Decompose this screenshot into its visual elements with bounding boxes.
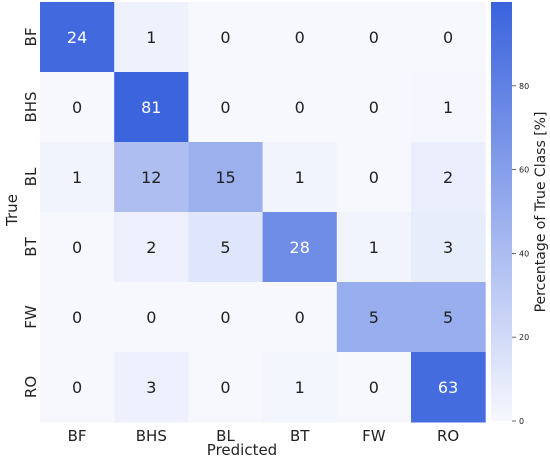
cell-value-label: 0 <box>443 28 453 47</box>
cell-value-label: 0 <box>295 28 305 47</box>
heatmap-cell <box>114 212 189 283</box>
cell-value-label: 1 <box>146 28 156 47</box>
cell-value-label: 1 <box>443 98 453 117</box>
heatmap-cell <box>262 282 338 353</box>
cell-value-label: 24 <box>67 28 87 47</box>
heatmap-cells: 24 1 0 0 0 0 0 81 0 0 0 1 1 12 15 1 0 2 0 2 5 28 1 3 0 0 0 0 5 5 0 3 0 1 0… <box>40 2 486 423</box>
cell-value-label: 3 <box>146 378 156 397</box>
cell-value-label: 3 <box>443 238 453 257</box>
cell-value-label: 1 <box>369 238 379 257</box>
cell-value-label: 5 <box>443 308 453 327</box>
x-tick-labels: BF BHS BL BT FW RO <box>68 427 460 445</box>
cell-value-label: 1 <box>295 168 305 187</box>
cell-value-label: 63 <box>438 378 458 397</box>
cell-value-label: 5 <box>369 308 379 327</box>
cell-value-label: 2 <box>443 168 453 187</box>
heatmap-cell <box>411 72 486 143</box>
y-axis-label: True <box>3 194 21 227</box>
colorbar-tick-label: 0 <box>519 417 524 426</box>
heatmap-cell <box>188 142 264 213</box>
cell-value-label: 0 <box>220 98 230 117</box>
heatmap-cell <box>188 72 264 143</box>
cell-value-label: 0 <box>369 378 379 397</box>
heatmap-cell <box>262 212 338 283</box>
x-tick-label: BL <box>216 427 235 445</box>
heatmap-cell <box>188 282 264 353</box>
heatmap-cell <box>411 282 486 353</box>
x-axis-label: Predicted <box>207 441 277 459</box>
cell-value-label: 0 <box>72 378 82 397</box>
y-tick-label: BF <box>22 28 40 47</box>
colorbar-tick-label: 80 <box>519 82 529 91</box>
heatmap-cell <box>411 352 486 423</box>
colorbar-tick-label: 60 <box>519 166 529 175</box>
x-tick-label: RO <box>437 427 459 445</box>
heatmap-cell <box>188 352 264 423</box>
heatmap-cell <box>188 212 264 283</box>
heatmap-cell <box>336 142 412 213</box>
heatmap-cell <box>40 142 115 213</box>
cell-value-label: 0 <box>295 308 305 327</box>
heatmap-cell <box>262 2 338 73</box>
cell-value-label: 15 <box>215 168 235 187</box>
heatmap-cell <box>336 2 412 73</box>
cell-value-label: 0 <box>369 28 379 47</box>
cell-value-label: 0 <box>369 98 379 117</box>
heatmap-cell <box>40 212 115 283</box>
cell-value-label: 12 <box>141 168 161 187</box>
heatmap-cell <box>411 2 486 73</box>
x-tick-label: BF <box>68 427 87 445</box>
heatmap-cell <box>336 282 412 353</box>
cell-value-label: 0 <box>220 28 230 47</box>
y-tick-label: BL <box>22 167 40 186</box>
colorbar-label: Percentage of True Class [%] <box>533 112 549 313</box>
y-tick-label: RO <box>22 376 40 398</box>
cell-value-label: 0 <box>369 168 379 187</box>
cell-value-label: 1 <box>72 168 82 187</box>
cell-value-label: 0 <box>72 238 82 257</box>
cell-value-label: 28 <box>290 238 310 257</box>
heatmap-cell <box>262 142 338 213</box>
x-tick-label: FW <box>362 427 386 445</box>
colorbar-tick-label: 20 <box>519 333 529 342</box>
cell-value-label: 2 <box>146 238 156 257</box>
heatmap-cell <box>262 72 338 143</box>
heatmap-cell <box>114 352 189 423</box>
y-tick-labels: BF BHS BL BT FW RO <box>22 28 40 399</box>
heatmap-cell <box>40 2 115 73</box>
cell-value-label: 81 <box>141 98 161 117</box>
heatmap-cell <box>40 352 115 423</box>
cell-value-label: 5 <box>220 238 230 257</box>
heatmap-cell <box>114 2 189 73</box>
cell-value-label: 1 <box>295 378 305 397</box>
cell-value-label: 0 <box>220 308 230 327</box>
y-tick-label: BT <box>22 236 40 256</box>
heatmap-cell <box>262 352 338 423</box>
colorbar-ticks: 0 20 40 60 80 <box>512 82 529 426</box>
heatmap-cell <box>114 282 189 353</box>
x-tick-label: BHS <box>136 427 167 445</box>
heatmap-cell <box>40 282 115 353</box>
x-tick-label: BT <box>290 427 310 445</box>
heatmap-cell <box>114 142 189 213</box>
heatmap-cell <box>114 72 189 143</box>
heatmap-cell <box>336 352 412 423</box>
colorbar-tick-label: 40 <box>519 249 529 258</box>
colorbar <box>491 2 512 421</box>
heatmap-cell <box>336 212 412 283</box>
cell-value-label: 0 <box>146 308 156 327</box>
heatmap-cell <box>411 212 486 283</box>
cell-value-label: 0 <box>72 308 82 327</box>
heatmap-cell <box>411 142 486 213</box>
y-tick-label: BHS <box>22 91 40 122</box>
cell-value-label: 0 <box>72 98 82 117</box>
cell-value-label: 0 <box>295 98 305 117</box>
heatmap-cell <box>40 72 115 143</box>
y-tick-label: FW <box>22 305 40 329</box>
cell-value-label: 0 <box>220 378 230 397</box>
heatmap-cell <box>188 2 264 73</box>
heatmap-cell <box>336 72 412 143</box>
